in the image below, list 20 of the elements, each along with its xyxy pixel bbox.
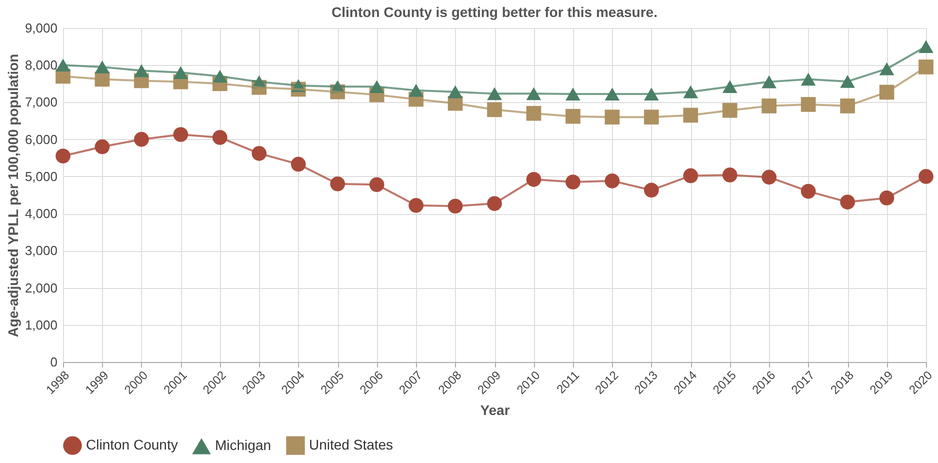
y-tick-label: 6,000: [24, 132, 58, 147]
point: [56, 58, 70, 72]
x-axis-title: Year: [480, 402, 510, 418]
y-tick-label: 8,000: [24, 58, 58, 73]
point: [56, 148, 70, 164]
point: [918, 60, 934, 74]
y-tick-label: 4,000: [24, 206, 58, 222]
y-tick-label: 2,000: [24, 280, 58, 296]
y-tick-label: 0: [50, 354, 58, 370]
y-tick-label: 3,000: [24, 243, 58, 258]
y-tick-label: 9,000: [24, 20, 58, 36]
legend-label: Clinton County: [86, 436, 178, 453]
chart-title: Clinton County is getting better for this measure.: [332, 4, 658, 20]
legend-label: United States: [309, 436, 394, 453]
y-tick-label: 7,000: [24, 94, 58, 110]
point: [918, 169, 934, 184]
legend-label: Michigan: [215, 437, 272, 454]
y-axis-title: Age-adjusted YPLL per 100,000 population: [4, 54, 21, 338]
y-tick-label: 1,000: [24, 317, 58, 332]
y-tick-label: 5,000: [24, 168, 58, 184]
